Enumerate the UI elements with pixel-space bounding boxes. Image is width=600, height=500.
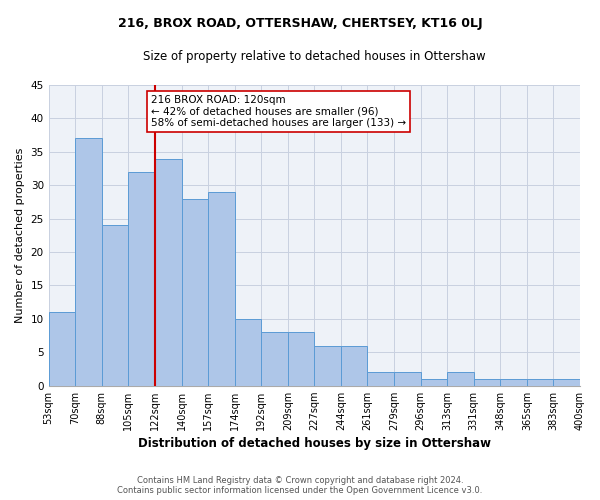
Bar (102, 226, 128, 386)
Text: 216, BROX ROAD, OTTERSHAW, CHERTSEY, KT16 0LJ: 216, BROX ROAD, OTTERSHAW, CHERTSEY, KT1… (118, 18, 482, 30)
Bar (527, 379, 553, 386)
Bar (49, 312, 75, 386)
Text: Contains HM Land Registry data © Crown copyright and database right 2024.
Contai: Contains HM Land Registry data © Crown c… (118, 476, 482, 495)
Bar (155, 158, 182, 386)
Bar (553, 379, 580, 386)
Y-axis label: Number of detached properties: Number of detached properties (15, 148, 25, 323)
Bar (75, 138, 102, 386)
Bar (288, 332, 314, 386)
Bar (341, 346, 367, 386)
Title: Size of property relative to detached houses in Ottershaw: Size of property relative to detached ho… (143, 50, 485, 63)
Bar (182, 198, 208, 386)
Bar (367, 372, 394, 386)
Text: 216 BROX ROAD: 120sqm
← 42% of detached houses are smaller (96)
58% of semi-deta: 216 BROX ROAD: 120sqm ← 42% of detached … (151, 95, 406, 128)
Bar (421, 379, 447, 386)
Bar (128, 172, 155, 386)
Bar (261, 332, 288, 386)
Bar (447, 372, 474, 386)
Bar (208, 192, 235, 386)
Bar (314, 346, 341, 386)
Bar (474, 379, 500, 386)
Bar (500, 379, 527, 386)
Bar (394, 372, 421, 386)
Bar (235, 319, 261, 386)
X-axis label: Distribution of detached houses by size in Ottershaw: Distribution of detached houses by size … (138, 437, 491, 450)
